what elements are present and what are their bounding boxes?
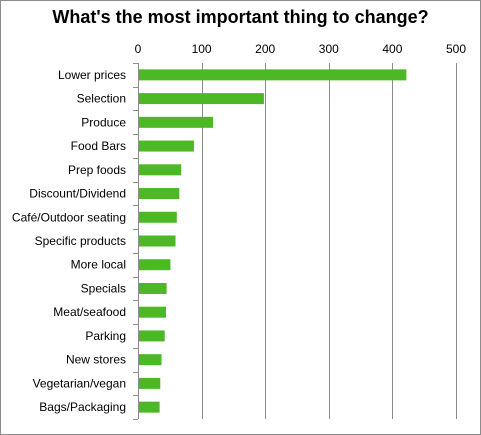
category-label: New stores [66,353,126,367]
x-tick-label: 0 [135,42,142,56]
bar [138,235,176,247]
y-axis [133,63,139,420]
bar [138,401,160,413]
bar [138,69,407,81]
bar [138,259,171,271]
category-label: Meat/seafood [53,305,126,319]
category-labels: Lower prices Selection Produce Food Bars Pre… [12,68,126,414]
bar [138,354,162,366]
x-tick-label: 100 [192,42,212,56]
bar [138,116,214,128]
category-label: Vegetarian/vegan [33,376,126,390]
bar [138,306,166,318]
bar [138,282,167,294]
category-label: Specific products [35,234,126,248]
category-label: Bags/Packaging [39,400,126,414]
category-label: Lower prices [58,68,126,82]
category-label: Specials [81,281,126,295]
category-label: More local [71,258,126,272]
x-tick-label: 200 [255,42,275,56]
x-tick-label: 500 [446,42,466,56]
bar [138,377,161,389]
category-label: Selection [77,92,126,106]
category-label: Café/Outdoor seating [12,210,126,224]
bar [138,211,177,223]
gridlines [202,63,457,419]
bar [138,140,194,152]
category-label: Parking [85,329,126,343]
bar [138,164,182,176]
category-label: Discount/Dividend [29,187,126,201]
bar [138,188,180,200]
category-label: Prep foods [68,163,126,177]
category-label: Food Bars [71,139,126,153]
chart-title: What's the most important thing to chang… [52,7,429,27]
x-tick-labels: 0 100 200 300 400 500 [135,42,467,56]
bar [138,93,264,105]
category-label: Produce [81,115,126,129]
x-tick-label: 300 [319,42,339,56]
x-tick-label: 400 [382,42,402,56]
bars [138,69,407,413]
bar [138,330,165,342]
